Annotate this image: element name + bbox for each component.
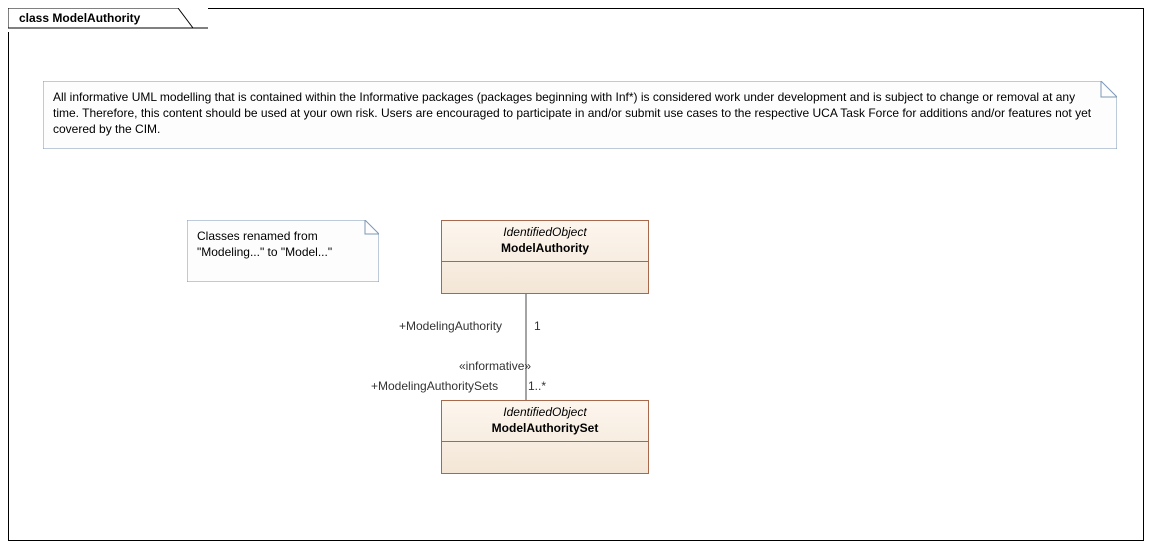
uml-note-rename: Classes renamed from "Modeling..." to "M…: [187, 220, 379, 282]
uml-class-divider: [442, 441, 648, 442]
uml-note-informative: All informative UML modelling that is co…: [43, 81, 1117, 149]
assoc-mult-bottom: 1..*: [528, 379, 546, 393]
assoc-mult-top: 1: [534, 319, 541, 333]
assoc-role-bottom: +ModelingAuthoritySets: [371, 379, 498, 393]
uml-note-text: Classes renamed from "Modeling..." to "M…: [197, 228, 365, 276]
uml-note-text: All informative UML modelling that is co…: [53, 89, 1103, 143]
uml-class-name: ModelAuthority: [442, 239, 648, 255]
uml-class-model-authority-set: IdentifiedObject ModelAuthoritySet: [441, 400, 649, 474]
uml-class-divider: [442, 261, 648, 262]
frame-title: class ModelAuthority: [19, 11, 140, 25]
uml-class-stereotype: IdentifiedObject: [442, 221, 648, 239]
uml-class-model-authority: IdentifiedObject ModelAuthority: [441, 220, 649, 294]
diagram-frame: class ModelAuthority All informative UML…: [8, 8, 1144, 541]
uml-class-name: ModelAuthoritySet: [442, 419, 648, 435]
assoc-role-top: +ModelingAuthority: [399, 319, 502, 333]
assoc-stereotype: «informative»: [459, 359, 531, 373]
uml-class-stereotype: IdentifiedObject: [442, 401, 648, 419]
